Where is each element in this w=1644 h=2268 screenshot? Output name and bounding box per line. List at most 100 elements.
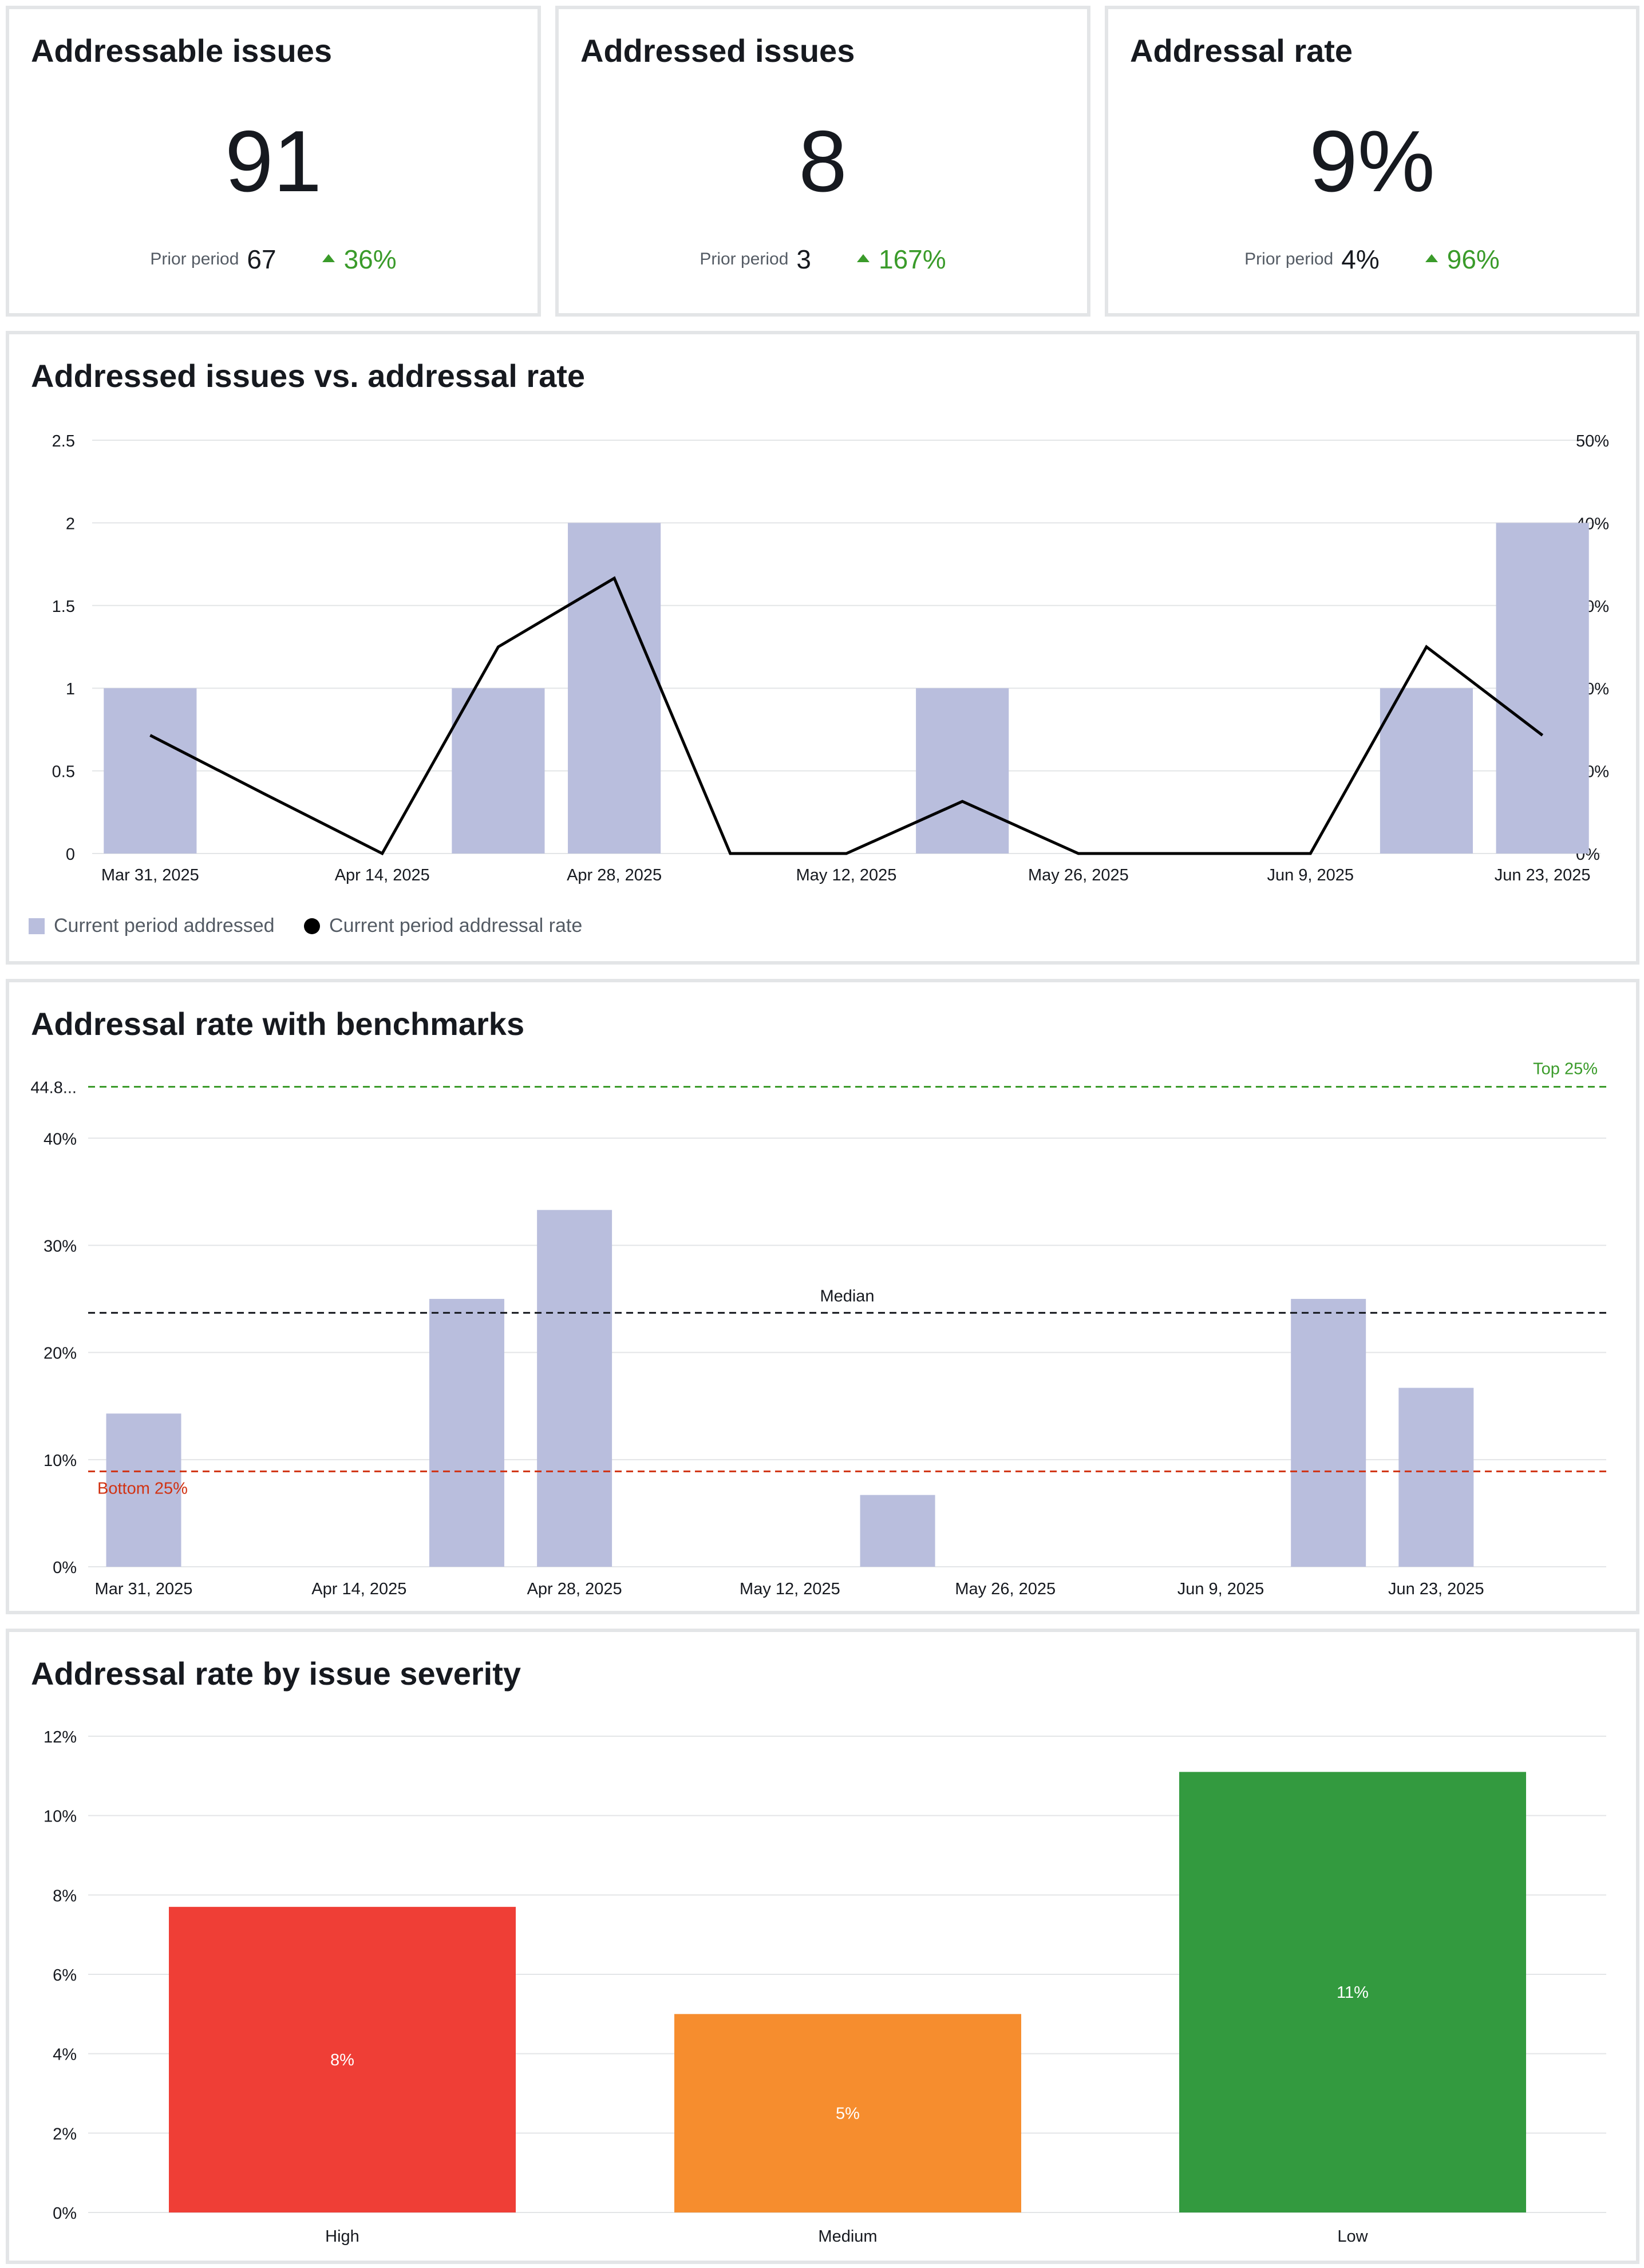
kpi-value: 8: [799, 113, 847, 210]
y-left-tick-label: 0.5: [52, 763, 75, 781]
x-tick-label: Mar 31, 2025: [95, 1580, 193, 1598]
chart-card-benchmarks: Addressal rate with benchmarks 0% 10% 20% 3…: [6, 979, 1639, 1614]
delta-value: 167%: [879, 244, 946, 274]
rate-line: [149, 576, 1544, 856]
bar: [537, 1210, 612, 1567]
kpi-footer: Prior period 4% 96%: [1108, 244, 1636, 275]
y-tick-label: 12%: [44, 1728, 77, 1747]
y-tick-label: 20%: [44, 1345, 77, 1363]
bar: [860, 1495, 935, 1567]
x-tick-label: Low: [1337, 2227, 1368, 2246]
chart-title: Addressed issues vs. addressal rate: [31, 358, 586, 394]
y-tick-label: 40%: [44, 1130, 77, 1148]
bar-data-label: 8%: [330, 2051, 354, 2069]
legend-item-line[interactable]: Current period addressal rate: [304, 915, 582, 937]
kpi-card-addressal-rate: Addressal rate 9% Prior period 4% 96%: [1105, 6, 1639, 317]
kpi-footer: Prior period 3 167%: [559, 244, 1087, 275]
bar: [1398, 1388, 1474, 1567]
chart-card-severity: Addressal rate by issue severity 0% 2% 4% 6…: [6, 1629, 1639, 2264]
kpi-value: 91: [224, 113, 322, 210]
top-25-label: Top 25%: [1533, 1060, 1598, 1078]
bar: [169, 1907, 516, 2212]
x-tick-label: Jun 9, 2025: [1267, 866, 1354, 884]
y-right-tick-label: 50%: [1576, 432, 1609, 451]
y-tick-label: 8%: [53, 1887, 77, 1905]
y-tick-label: 10%: [44, 1808, 77, 1826]
y-tick-label: 0%: [53, 1559, 77, 1577]
kpi-footer: Prior period 67 36%: [9, 244, 538, 275]
bar-swatch-icon: [29, 918, 45, 934]
x-tick-label: Medium: [818, 2227, 877, 2246]
x-tick-label: Jun 9, 2025: [1177, 1580, 1264, 1598]
x-tick-label: May 26, 2025: [955, 1580, 1056, 1598]
chart-card-addressed-vs-rate: Addressed issues vs. addressal rate 0 0.5…: [6, 331, 1639, 965]
y-tick-label: 2%: [53, 2125, 77, 2143]
x-tick-label: Jun 23, 2025: [1388, 1580, 1484, 1598]
bar: [1496, 523, 1589, 854]
x-tick-label: Apr 28, 2025: [567, 866, 662, 884]
bar-data-label: 5%: [836, 2105, 860, 2123]
y-left-tick-label: 1: [66, 680, 75, 698]
delta-badge: 36%: [322, 244, 397, 274]
x-tick-label: Mar 31, 2025: [101, 866, 199, 884]
chart-legend: Current period addressed Current period …: [29, 915, 606, 939]
bar: [1179, 1772, 1526, 2212]
y-left-tick-label: 1.5: [52, 598, 75, 616]
bar: [674, 2014, 1021, 2212]
chart-title: Addressal rate by issue severity: [31, 1655, 521, 1692]
bottom-25-label: Bottom 25%: [97, 1479, 188, 1497]
prior-period-label: Prior period: [700, 250, 789, 268]
combo-chart: 00.511.522.50%10%20%30%40%50%Mar 31, 202…: [52, 432, 1609, 884]
bar: [452, 688, 545, 854]
bar: [106, 1413, 181, 1567]
delta-value: 96%: [1447, 244, 1500, 274]
severity-chart: 0% 2% 4% 6% 8% 10% 12% 8% High 5% Medium 11% Low: [44, 1728, 1606, 2246]
x-tick-label: Apr 14, 2025: [335, 866, 430, 884]
bar-data-label: 11%: [1337, 1983, 1369, 2002]
y-left-tick-label: 0: [66, 845, 75, 864]
prior-period-value: 4%: [1341, 244, 1380, 274]
arrow-up-icon: [857, 254, 870, 262]
y-tick-label: 6%: [53, 1966, 77, 1985]
bar: [916, 688, 1009, 854]
legend-label: Current period addressal rate: [329, 915, 583, 937]
y-left-tick-label: 2: [66, 515, 75, 533]
x-tick-label: May 12, 2025: [740, 1580, 840, 1598]
benchmark-chart: 0% 10% 20% 30% 40% Top 25% 44.8... Median Bottom…: [30, 1060, 1606, 1598]
kpi-value: 9%: [1309, 113, 1435, 210]
legend-label: Current period addressed: [54, 915, 275, 937]
kpi-title: Addressable issues: [31, 33, 333, 69]
y-tick-label: 10%: [44, 1452, 77, 1470]
x-tick-label: Apr 14, 2025: [311, 1580, 406, 1598]
y-tick-label: 0%: [53, 2204, 77, 2223]
delta-badge: 167%: [857, 244, 946, 274]
kpi-card-addressable: Addressable issues 91 Prior period 67 36%: [6, 6, 541, 317]
chart-title: Addressal rate with benchmarks: [31, 1006, 525, 1042]
arrow-up-icon: [322, 254, 335, 262]
prior-period-value: 3: [796, 244, 811, 274]
prior-period-value: 67: [247, 244, 276, 274]
median-label: Median: [820, 1287, 874, 1305]
arrow-up-icon: [1425, 254, 1438, 262]
x-tick-label: High: [325, 2227, 359, 2246]
y-tick-label: 30%: [44, 1237, 77, 1255]
bar: [429, 1299, 504, 1567]
kpi-title: Addressed issues: [580, 33, 855, 69]
kpi-card-addressed: Addressed issues 8 Prior period 3 167%: [555, 6, 1090, 317]
bar: [568, 523, 661, 854]
delta-value: 36%: [343, 244, 397, 274]
bar: [104, 688, 197, 854]
x-tick-label: Jun 23, 2025: [1495, 866, 1591, 884]
x-tick-label: Apr 28, 2025: [527, 1580, 622, 1598]
bar: [1380, 688, 1473, 854]
top-25-axis-label: 44.8...: [30, 1078, 77, 1097]
bar: [1291, 1299, 1366, 1567]
kpi-title: Addressal rate: [1130, 33, 1353, 69]
delta-badge: 96%: [1425, 244, 1500, 274]
legend-item-bars[interactable]: Current period addressed: [29, 915, 275, 937]
y-left-tick-label: 2.5: [52, 432, 75, 451]
prior-period-label: Prior period: [150, 250, 239, 268]
x-tick-label: May 12, 2025: [796, 866, 897, 884]
prior-period-label: Prior period: [1244, 250, 1334, 268]
x-tick-label: May 26, 2025: [1028, 866, 1129, 884]
